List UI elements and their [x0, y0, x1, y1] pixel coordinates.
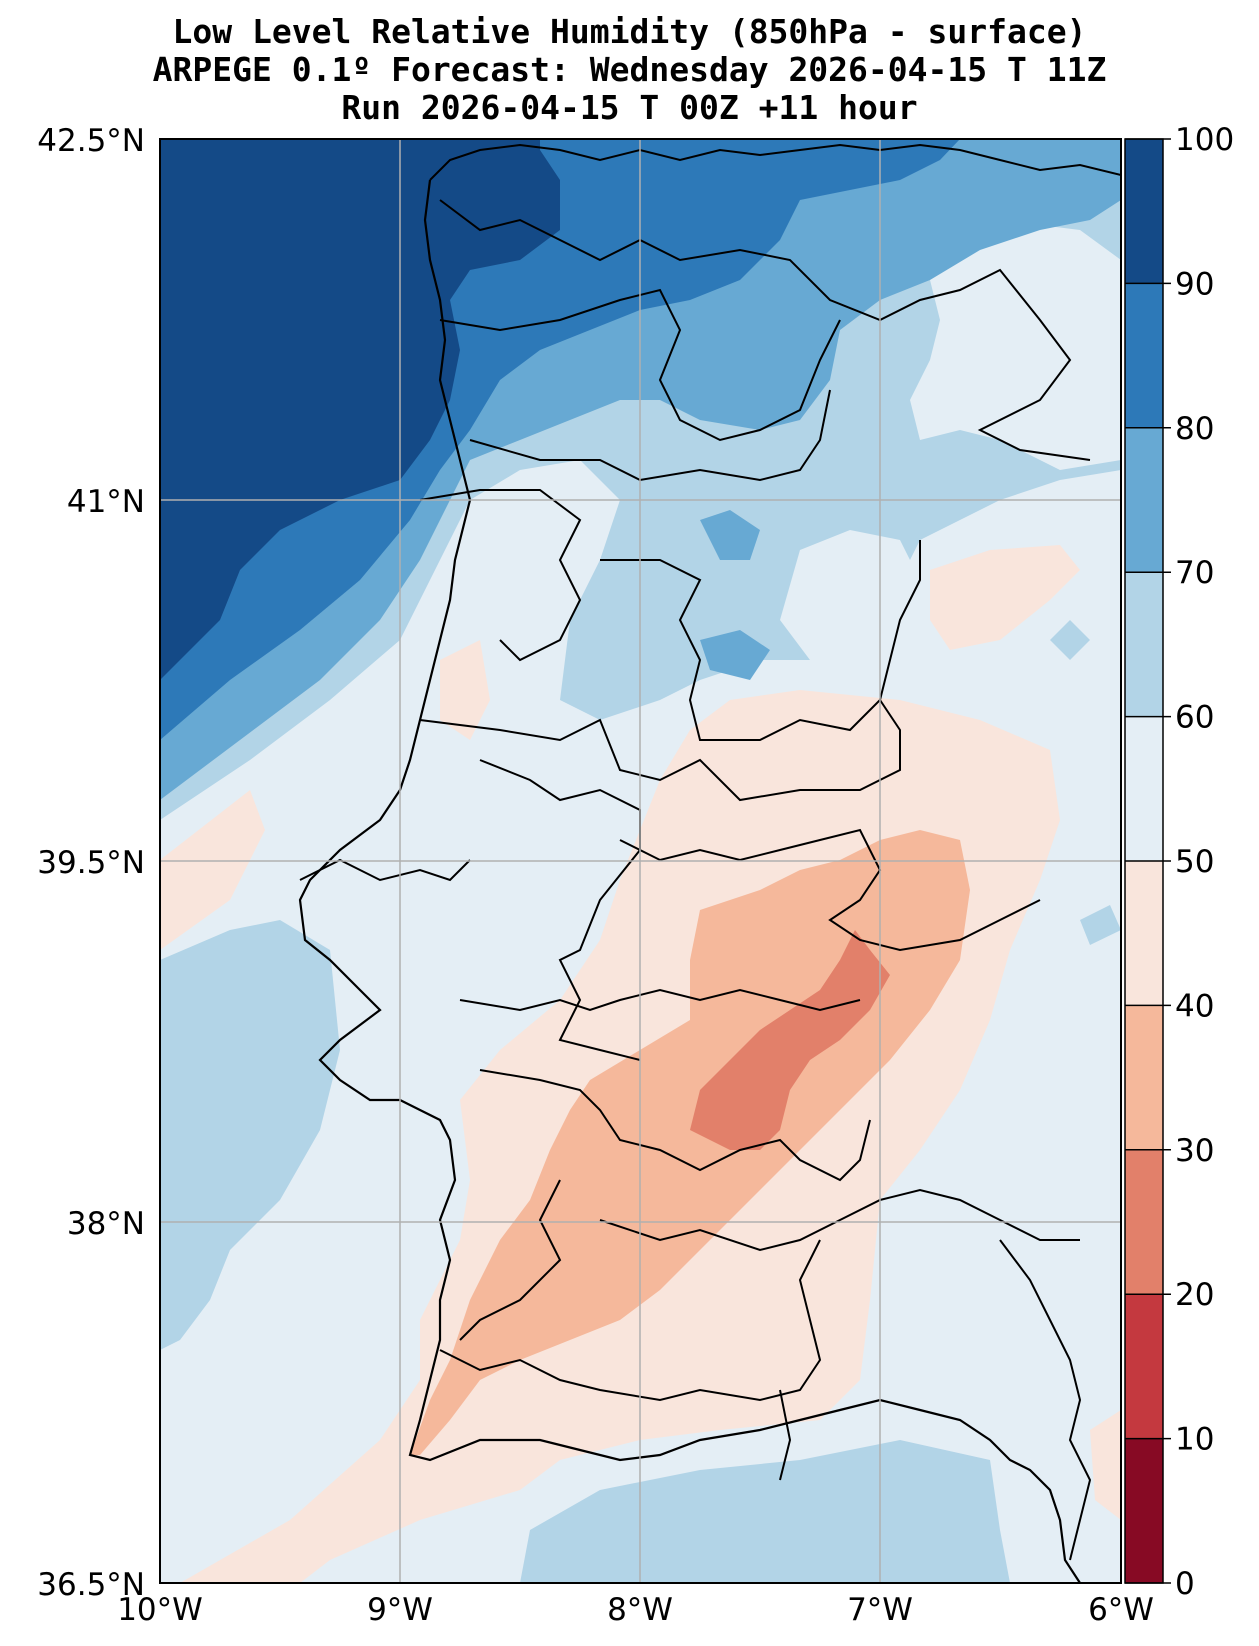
colorbar-band-50-60: [1125, 716, 1163, 862]
lon-tick-8w: 8°W: [607, 1592, 673, 1628]
rh-band-60-70-sw: [160, 920, 340, 1350]
rh-band-20-30: [690, 930, 890, 1150]
colorbar-band-0-10: [1125, 1438, 1163, 1584]
colorbar-tick-label: 80: [1175, 411, 1214, 447]
rh-band-50-60-ne: [910, 220, 1121, 470]
rh-band-70-80-inland: [700, 510, 760, 560]
lat-tick-39-5: 39.5°N: [37, 845, 145, 881]
colorbar-band-10-20: [1125, 1294, 1163, 1440]
rh-band-90-100: [160, 139, 560, 680]
colorbar-band-30-40: [1125, 1005, 1163, 1151]
colorbar-tick-label: 60: [1175, 700, 1214, 736]
graticule: [160, 139, 1121, 1583]
rh-band-40-50-coast: [440, 640, 490, 740]
lon-tick-labels: 10°W 9°W 8°W 7°W 6°W: [117, 1592, 1154, 1628]
rh-band-60-70-south: [520, 1440, 1010, 1583]
colorbar-tick-label: 70: [1175, 555, 1214, 591]
colorbar-tick-label: 0: [1175, 1566, 1195, 1602]
admin-boundaries: [299, 199, 1092, 1561]
title-line-2: ARPEGE 0.1º Forecast: Wednesday 2026-04-…: [152, 50, 1107, 89]
lat-tick-36-5: 36.5°N: [37, 1567, 145, 1603]
colorbar-tick-label: 90: [1175, 266, 1214, 302]
colorbar-tick-label: 10: [1175, 1422, 1214, 1458]
title-line-1: Low Level Relative Humidity (850hPa - su…: [172, 12, 1087, 51]
coastline: [298, 179, 1081, 1583]
colorbar-tick-label: 30: [1175, 1133, 1214, 1169]
colorbar-bands: [1125, 139, 1163, 1584]
map-frame: [159, 138, 1122, 1584]
rh-band-70-80-inland2: [700, 630, 770, 680]
lon-tick-7w: 7°W: [847, 1592, 913, 1628]
colorbar-band-60-70: [1125, 572, 1163, 718]
colorbar-band-20-30: [1125, 1149, 1163, 1295]
colorbar-band-70-80: [1125, 427, 1163, 573]
coastline-north: [429, 143, 1121, 181]
colorbar-tick-label: 20: [1175, 1277, 1214, 1313]
lat-tick-41: 41°N: [67, 484, 145, 520]
title-line-3: Run 2026-04-15 T 00Z +11 hour: [341, 88, 918, 127]
rh-band-60-70-east-small: [1050, 620, 1090, 660]
lon-tick-9w: 9°W: [367, 1592, 433, 1628]
colorbar-tick-label: 100: [1175, 122, 1234, 158]
rh-band-60-70-se-small: [1080, 905, 1121, 945]
rh-band-40-50-east: [930, 545, 1080, 650]
colorbar-band-40-50: [1125, 861, 1163, 1006]
colorbar-tick-label: 50: [1175, 844, 1214, 880]
lon-tick-6w: 6°W: [1088, 1592, 1154, 1628]
lat-tick-42-5: 42.5°N: [37, 123, 145, 159]
lat-tick-38: 38°N: [67, 1206, 145, 1242]
lon-tick-10w: 10°W: [117, 1592, 203, 1628]
rh-band-40-50-se: [1090, 1410, 1121, 1520]
rh-band-40-50-sw: [160, 790, 265, 950]
rh-band-50-60-mid: [780, 530, 920, 660]
colorbar-tick-label: 40: [1175, 988, 1214, 1024]
colorbar-band-80-90: [1125, 283, 1163, 429]
colorbar-band-90-100: [1125, 139, 1163, 284]
lat-tick-labels: 42.5°N 41°N 39.5°N 38°N 36.5°N: [37, 123, 145, 1603]
